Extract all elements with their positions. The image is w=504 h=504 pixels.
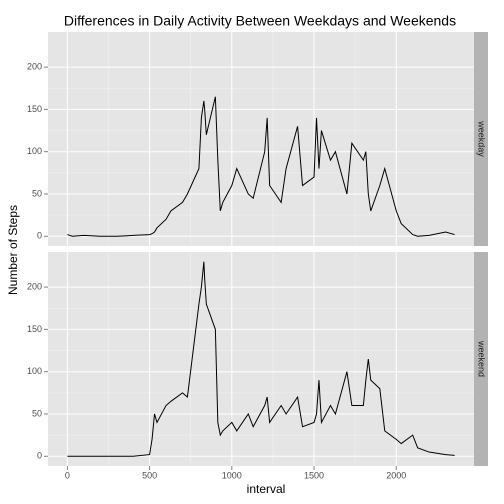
y-tick-label: 100 bbox=[27, 146, 42, 156]
facet-strip bbox=[474, 252, 488, 466]
x-tick-label: 2000 bbox=[386, 470, 406, 480]
y-tick-label: 50 bbox=[32, 188, 42, 198]
facet-label: weekday bbox=[477, 120, 487, 157]
facet-strip bbox=[474, 32, 488, 246]
y-tick-label: 0 bbox=[37, 451, 42, 461]
series-line bbox=[67, 261, 455, 457]
y-tick-label: 100 bbox=[27, 366, 42, 376]
y-tick-label: 150 bbox=[27, 104, 42, 114]
y-tick-label: 200 bbox=[27, 61, 42, 71]
chart-title: Differences in Daily Activity Between We… bbox=[64, 13, 456, 29]
panel-background bbox=[48, 252, 474, 466]
x-tick-label: 500 bbox=[142, 470, 157, 480]
x-tick-label: 0 bbox=[65, 470, 70, 480]
series-line bbox=[67, 96, 455, 237]
panel-background bbox=[48, 32, 474, 246]
x-axis-label: interval bbox=[247, 482, 286, 496]
y-tick-label: 200 bbox=[27, 281, 42, 291]
y-tick-label: 150 bbox=[27, 324, 42, 334]
facet-label: weekend bbox=[477, 340, 487, 377]
x-tick-label: 1000 bbox=[222, 470, 242, 480]
y-axis-label: Number of Steps bbox=[6, 205, 20, 295]
y-tick-label: 50 bbox=[32, 408, 42, 418]
y-tick-label: 0 bbox=[37, 231, 42, 241]
x-tick-label: 1500 bbox=[304, 470, 324, 480]
